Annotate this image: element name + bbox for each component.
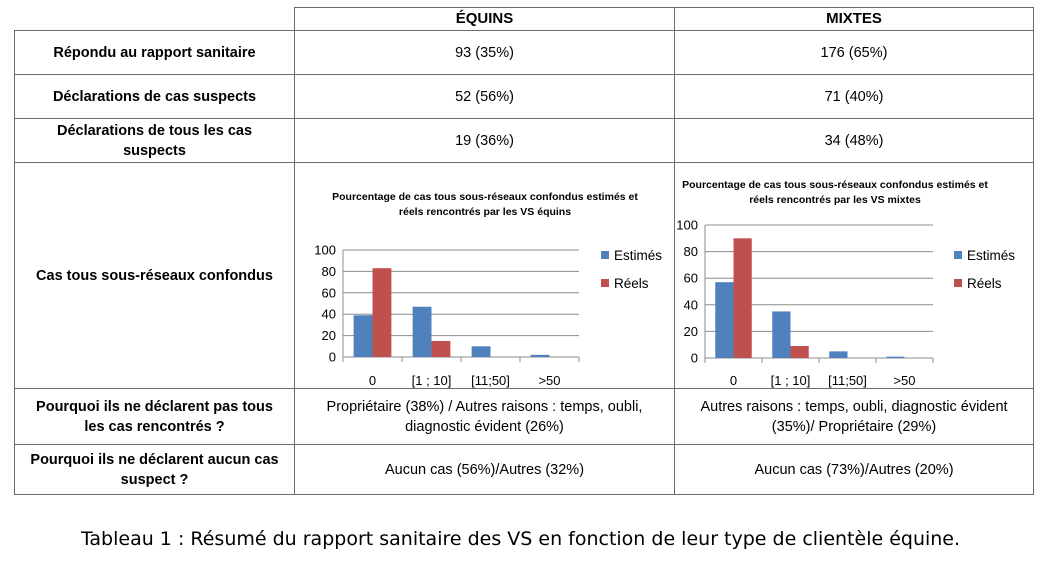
bar-réels <box>733 238 752 358</box>
legend-swatch-réels <box>954 279 962 287</box>
bar-réels <box>372 268 392 357</box>
chart-title-line: réels rencontrés par les VS équins <box>399 206 571 218</box>
row-label-repondu: Répondu au rapport sanitaire <box>14 30 295 75</box>
y-tick-label: 40 <box>684 297 698 312</box>
x-tick-label: [1 ; 10] <box>412 373 452 388</box>
x-tick-label: [11;50] <box>471 373 510 388</box>
x-tick-label: [1 ; 10] <box>771 373 811 388</box>
x-tick-label: 0 <box>730 373 737 388</box>
cell-equins-pourquoi-pas-tous: Propriétaire (38%) / Autres raisons : te… <box>294 388 675 445</box>
bar-estimés <box>829 351 848 358</box>
y-tick-label: 20 <box>322 328 336 343</box>
legend-label: Réels <box>967 276 1002 291</box>
bar-estimés <box>715 282 734 358</box>
chart-title-line: réels rencontrés par les VS mixtes <box>749 194 921 206</box>
bar-estimés <box>530 354 550 357</box>
chart-title-line: Pourcentage de cas tous sous-réseaux con… <box>682 179 988 191</box>
y-tick-label: 20 <box>684 324 698 339</box>
header-mixtes: MIXTES <box>674 7 1034 31</box>
chart-cell-mixtes: Pourcentage de cas tous sous-réseaux con… <box>674 162 1034 389</box>
legend-swatch-réels <box>601 279 609 287</box>
row-label-pourquoi-aucun: Pourquoi ils ne déclarent aucun cas susp… <box>14 444 295 495</box>
row-label-cas-sous-reseaux: Cas tous sous-réseaux confondus <box>14 162 295 389</box>
bar-réels <box>790 346 809 358</box>
x-tick-label: 0 <box>369 373 376 388</box>
bar-estimés <box>353 315 373 357</box>
row-label-pourquoi-pas-tous: Pourquoi ils ne déclarent pas tous les c… <box>14 388 295 445</box>
x-tick-label: >50 <box>893 373 915 388</box>
chart-mixtes: Pourcentage de cas tous sous-réseaux con… <box>676 179 1015 388</box>
chart-title-line: Pourcentage de cas tous sous-réseaux con… <box>332 191 638 203</box>
bar-estimés <box>772 311 791 358</box>
y-tick-label: 80 <box>322 264 336 279</box>
cell-equins-pourquoi-aucun: Aucun cas (56%)/Autres (32%) <box>294 444 675 495</box>
cell-equins-tous-cas: 19 (36%) <box>294 118 675 163</box>
x-tick-label: >50 <box>538 373 560 388</box>
cell-mixtes-repondu: 176 (65%) <box>674 30 1034 75</box>
chart-cell-equins: Pourcentage de cas tous sous-réseaux con… <box>294 162 675 389</box>
y-tick-label: 0 <box>329 350 336 365</box>
row-label-declarations: Déclarations de cas suspects <box>14 74 295 119</box>
legend-label: Estimés <box>614 248 662 263</box>
legend-label: Estimés <box>967 248 1015 263</box>
y-tick-label: 60 <box>684 271 698 286</box>
legend-label: Réels <box>614 276 649 291</box>
y-tick-label: 40 <box>322 307 336 322</box>
bar-réels <box>431 340 451 357</box>
cell-mixtes-pourquoi-aucun: Aucun cas (73%)/Autres (20%) <box>674 444 1034 495</box>
cell-mixtes-declarations: 71 (40%) <box>674 74 1034 119</box>
row-label-tous-cas: Déclarations de tous les cas suspects <box>14 118 295 163</box>
header-equins: ÉQUINS <box>294 7 675 31</box>
legend-swatch-estimés <box>601 251 609 259</box>
y-tick-label: 100 <box>314 243 336 258</box>
cell-mixtes-pourquoi-pas-tous: Autres raisons : temps, oubli, diagnosti… <box>674 388 1034 445</box>
bar-estimés <box>412 306 432 357</box>
x-tick-label: [11;50] <box>828 373 867 388</box>
bar-estimés <box>471 346 491 357</box>
y-tick-label: 80 <box>684 244 698 259</box>
legend-swatch-estimés <box>954 251 962 259</box>
cell-mixtes-tous-cas: 34 (48%) <box>674 118 1034 163</box>
y-tick-label: 60 <box>322 285 336 300</box>
chart-equins: Pourcentage de cas tous sous-réseaux con… <box>314 191 662 388</box>
y-tick-label: 0 <box>691 351 698 366</box>
y-tick-label: 100 <box>676 218 698 233</box>
cell-equins-repondu: 93 (35%) <box>294 30 675 75</box>
cell-equins-declarations: 52 (56%) <box>294 74 675 119</box>
table-caption: Tableau 1 : Résumé du rapport sanitaire … <box>80 528 961 550</box>
bar-estimés <box>886 356 905 358</box>
summary-table: ÉQUINS MIXTES Répondu au rapport sanitai… <box>14 7 1034 495</box>
